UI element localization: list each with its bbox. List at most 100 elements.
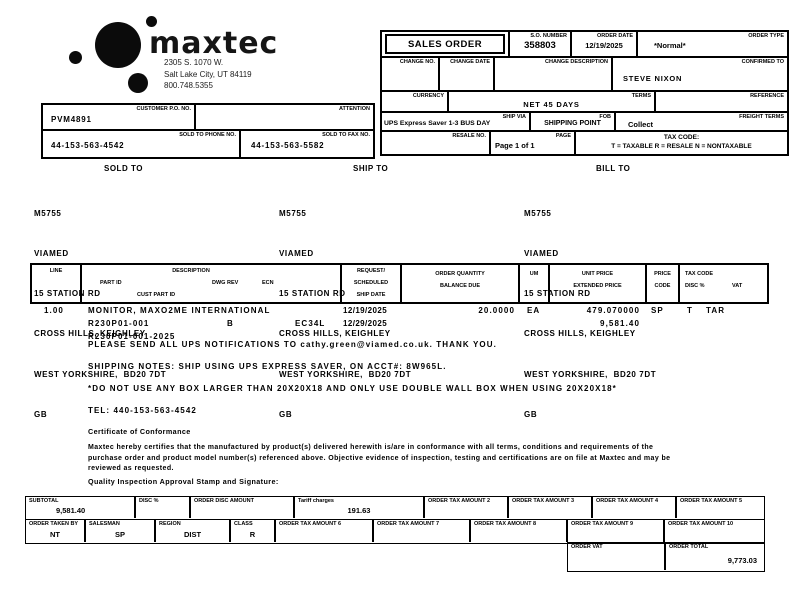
col-um: UM — [529, 271, 539, 277]
order-type-label: ORDER TYPE — [748, 33, 784, 39]
item-scheduled-date: 12/29/2025 — [343, 319, 388, 328]
order-header-box: SALES ORDER S.O. NUMBER 358803 ORDER DAT… — [380, 30, 789, 156]
sold-to-heading: SOLD TO — [104, 164, 143, 173]
address-line: 15 STATION RD — [279, 289, 346, 299]
confirmed-to: STEVE NIXON — [623, 74, 683, 83]
currency-label: CURRENCY — [412, 93, 444, 99]
items-table-header: LINE DESCRIPTION PART ID DWG REV ECN CUS… — [30, 263, 769, 304]
address-line: M5755 — [279, 208, 307, 218]
sales-order-title: SALES ORDER — [385, 34, 505, 54]
tax-code-title: TAX CODE: — [663, 134, 700, 141]
region-label: REGION — [159, 521, 181, 527]
ship-to-heading: SHIP TO — [353, 164, 389, 173]
order-disc-amount-label: ORDER DISC AMOUNT — [194, 498, 254, 504]
so-number-label: S.O. NUMBER — [530, 33, 567, 39]
address-line: 15 STATION RD — [524, 289, 591, 299]
col-request: REQUEST/ — [356, 268, 386, 274]
order-tax-8-label: ORDER TAX AMOUNT 8 — [474, 521, 537, 527]
order-tax-4-label: ORDER TAX AMOUNT 4 — [596, 498, 659, 504]
class-value: R — [249, 530, 256, 539]
address-line: WEST YORKSHIRE, BD20 7DT — [524, 369, 657, 379]
ship-to-address: M5755 VIAMED 15 STATION RD CROSS HILLS, … — [279, 180, 411, 448]
certificate-title: Certificate of Conformance — [88, 427, 191, 436]
fob-value: SHIPPING POINT — [544, 120, 601, 127]
disc-pct-label: DISC % — [139, 498, 159, 504]
change-date-label: CHANGE DATE — [450, 59, 490, 65]
certificate-body: Maxtec hereby certifies that the manufac… — [88, 444, 671, 472]
col-dwg-rev: DWG REV — [212, 280, 239, 286]
sold-to-phone: 44-153-563-4542 — [51, 141, 125, 150]
order-tax-5-label: ORDER TAX AMOUNT 5 — [680, 498, 743, 504]
address-line: CROSS HILLS, KEIGHLEY — [34, 329, 146, 339]
order-tax-6-label: ORDER TAX AMOUNT 6 — [279, 521, 342, 527]
item-price-code: SP — [651, 306, 664, 315]
subtotal-value: 9,581.40 — [56, 506, 86, 515]
logo-circle-top — [146, 16, 157, 27]
ship-via-label: SHIP VIA — [502, 114, 526, 120]
item-vat-code: TAR — [706, 306, 726, 315]
item-cust-part-id: R230P01-001-2025 — [88, 332, 176, 341]
col-part-id: PART ID — [100, 280, 122, 286]
col-ecn: ECN — [262, 280, 274, 286]
logo-wordmark: maxtec — [149, 26, 279, 61]
order-vat-label: ORDER VAT — [571, 544, 603, 550]
fob-label: FOB — [599, 114, 611, 120]
subtotal-label: SUBTOTAL — [29, 498, 59, 504]
customer-po-label: CUSTOMER P.O. NO. — [136, 106, 191, 112]
resale-no-label: RESALE NO. — [452, 133, 486, 139]
bill-to-heading: BILL TO — [596, 164, 631, 173]
order-total-label: ORDER TOTAL — [669, 544, 709, 550]
logo-circle-bottom — [128, 73, 148, 93]
totals-row-3: ORDER VAT ORDER TOTAL 9,773.03 — [567, 542, 765, 572]
logo-circle-left — [69, 51, 82, 64]
col-line: LINE — [49, 268, 63, 274]
freight-terms-label: FREIGHT TERMS — [739, 114, 784, 120]
tariff-charges-label: Tariff charges — [298, 498, 334, 504]
item-unit-price: 479.070000 — [586, 306, 640, 315]
sold-to-fax: 44-153-563-5582 — [251, 141, 325, 150]
region-value: DIST — [183, 530, 202, 539]
signature-line: Quality Inspection Approval Stamp and Si… — [88, 477, 279, 486]
customer-box: CUSTOMER P.O. NO. PVM4891 ATTENTION SOLD… — [41, 103, 375, 159]
order-total-value: 9,773.03 — [727, 556, 757, 565]
address-line: GB — [34, 409, 48, 419]
item-description: MONITOR, MAXO2ME INTERNATIONAL — [88, 306, 271, 315]
item-order-quantity: 20.0000 — [478, 306, 515, 315]
col-balance-due: BALANCE DUE — [439, 283, 481, 289]
page-indicator: Page 1 of 1 — [495, 141, 535, 150]
freight-terms-value: Collect — [628, 120, 654, 129]
col-price: PRICE — [654, 271, 671, 277]
address-line: CROSS HILLS, KEIGHLEY — [279, 329, 391, 339]
attention-label: ATTENTION — [338, 106, 370, 112]
item-um: EA — [527, 306, 541, 315]
order-taken-by-label: ORDER TAKEN BY — [29, 521, 79, 527]
order-date: 12/19/2025 — [585, 41, 623, 50]
class-label: CLASS — [234, 521, 253, 527]
item-ecn: EC34L — [295, 319, 326, 328]
logo-phone: 800.748.5355 — [164, 81, 213, 90]
item-request-date: 12/19/2025 — [343, 306, 388, 315]
address-line: GB — [524, 409, 538, 419]
address-line: VIAMED — [279, 249, 314, 259]
address-line: CROSS HILLS, KEIGHLEY — [524, 329, 636, 339]
col-disc-pct: DISC % — [685, 283, 705, 289]
note-shipping: SHIPPING NOTES: SHIP USING UPS EXPRESS S… — [88, 362, 447, 371]
note-box-size: *DO NOT USE ANY BOX LARGER THAN 20X20X18… — [88, 384, 617, 393]
address-line: WEST YORKSHIRE, BD20 7DT — [279, 369, 412, 379]
item-line-no: 1.00 — [44, 306, 64, 315]
change-description-label: CHANGE DESCRIPTION — [545, 59, 608, 65]
change-no-label: CHANGE NO. — [399, 59, 435, 65]
col-unit-price: UNIT PRICE — [581, 271, 614, 277]
col-scheduled: SCHEDULED — [353, 280, 389, 286]
totals-row-1: SUBTOTAL 9,581.40 DISC % ORDER DISC AMOU… — [25, 496, 765, 520]
sold-to-fax-label: SOLD TO FAX NO. — [322, 132, 370, 138]
reference-label: REFERENCE — [750, 93, 784, 99]
logo-address-line2: Salt Lake City, UT 84119 — [164, 69, 252, 79]
note-ups-notifications: PLEASE SEND ALL UPS NOTIFICATIONS TO cat… — [88, 340, 497, 349]
item-extended-price: 9,581.40 — [600, 319, 640, 328]
address-line: M5755 — [524, 208, 552, 218]
customer-po-number: PVM4891 — [51, 115, 92, 124]
ship-via-value: UPS Express Saver 1-3 BUS DAY — [384, 120, 491, 127]
col-description: DESCRIPTION — [172, 268, 210, 274]
col-order-quantity: ORDER QUANTITY — [435, 271, 485, 277]
